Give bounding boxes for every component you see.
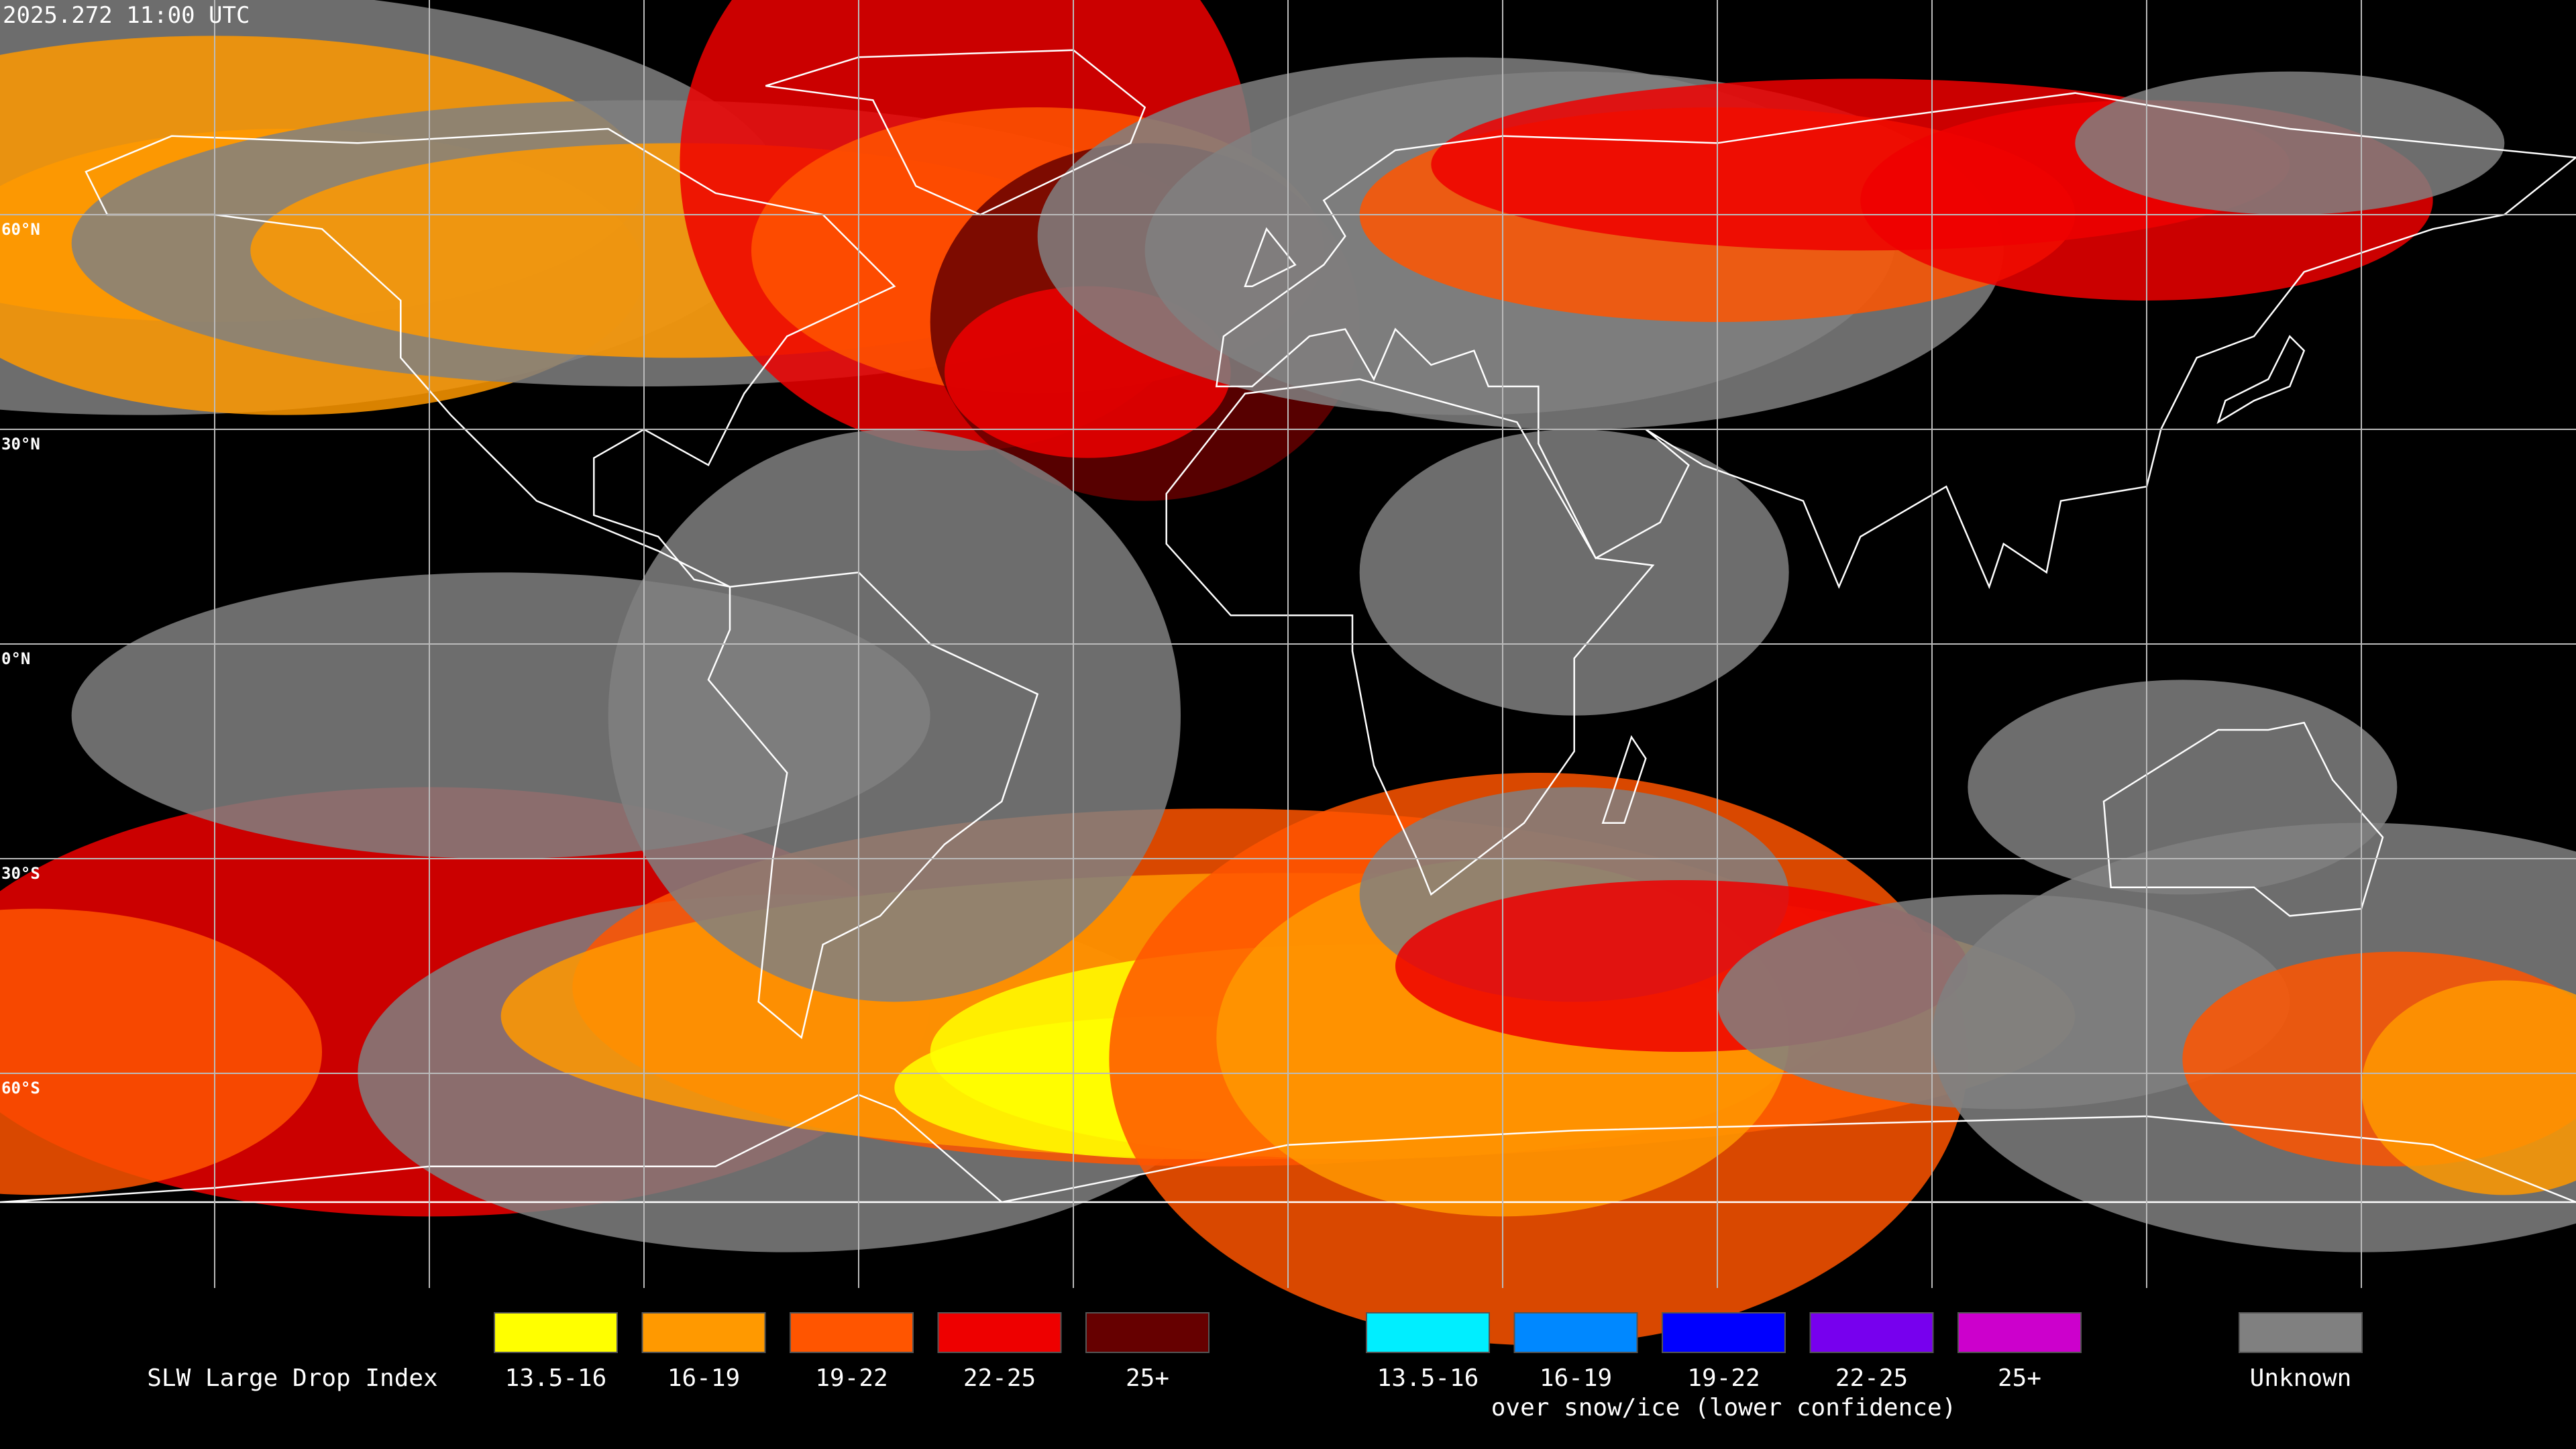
coastline <box>707 571 1039 1039</box>
legend-label: 25+ <box>1126 1364 1169 1392</box>
legend-caption: over snow/ice (lower confidence) <box>1491 1394 1957 1421</box>
legend-swatch <box>937 1312 1062 1353</box>
coastline <box>2102 721 2384 917</box>
legend: SLW Large Drop Index 13.5-16 16-19 19-22 22-… <box>147 1312 2363 1421</box>
legend-label: 13.5-16 <box>1377 1364 1479 1392</box>
cloud-area <box>2361 980 2576 1195</box>
latitude-label: 0°N <box>1 649 30 668</box>
legend-swatch <box>1366 1312 1490 1353</box>
coastline <box>1215 92 2576 590</box>
latitude-label: 30°S <box>1 864 40 883</box>
cloud-area <box>1968 680 2398 895</box>
legend-label: 13.5-16 <box>505 1364 607 1392</box>
legend-label: 16-19 <box>667 1364 740 1392</box>
legend-label: 25+ <box>1998 1364 2041 1392</box>
coastline <box>1244 227 1297 287</box>
coastlines <box>0 49 2576 1203</box>
legend-title: SLW Large Drop Index <box>147 1364 437 1392</box>
legend-label: 19-22 <box>1687 1364 1760 1392</box>
coastline <box>2216 335 2306 425</box>
latitude-label: 30°N <box>1 435 40 453</box>
legend-swatch <box>1957 1312 2082 1353</box>
legend-label: 16-19 <box>1540 1364 1612 1392</box>
cloud-area <box>2075 71 2505 215</box>
coastline <box>1165 378 1655 896</box>
latitude-label: 60°N <box>1 220 40 239</box>
timestamp: 2025.272 11:00 UTC <box>3 2 250 29</box>
legend-swatch <box>1662 1312 1786 1353</box>
legend-label: 22-25 <box>1835 1364 1908 1392</box>
coastline <box>765 49 1146 216</box>
latitude-labels: 60°N 30°N 0°N 30°S 60°S <box>1 220 40 1097</box>
coastline <box>85 127 896 588</box>
legend-label: 19-22 <box>815 1364 888 1392</box>
legend-swatch <box>641 1312 766 1353</box>
legend-swatch <box>2239 1312 2363 1353</box>
cloud-area <box>608 429 1181 1002</box>
coastline <box>1601 735 1647 824</box>
legend-swatch <box>494 1312 618 1353</box>
graticule <box>0 0 2576 1288</box>
latitude-label: 60°S <box>1 1079 40 1097</box>
cloud-area <box>0 908 322 1195</box>
coastline <box>0 1093 2576 1203</box>
legend-swatch <box>1085 1312 1210 1353</box>
legend-label: 22-25 <box>963 1364 1036 1392</box>
legend-label: Unknown <box>2250 1364 2352 1392</box>
legend-swatch <box>1809 1312 1934 1353</box>
legend-swatch <box>790 1312 914 1353</box>
legend-swatch <box>1513 1312 1638 1353</box>
